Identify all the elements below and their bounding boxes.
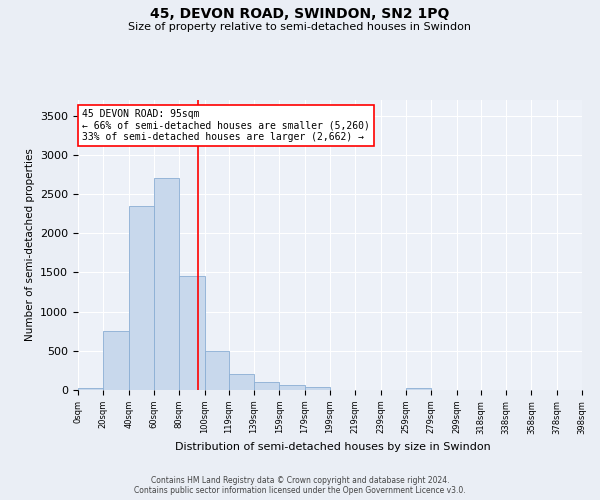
Bar xyxy=(254,382,280,390)
Y-axis label: Number of semi-detached properties: Number of semi-detached properties xyxy=(25,148,35,342)
Bar xyxy=(128,206,154,390)
Bar xyxy=(406,388,431,390)
Bar xyxy=(78,388,103,390)
Bar xyxy=(103,331,128,390)
Text: Contains HM Land Registry data © Crown copyright and database right 2024.
Contai: Contains HM Land Registry data © Crown c… xyxy=(134,476,466,495)
Text: Distribution of semi-detached houses by size in Swindon: Distribution of semi-detached houses by … xyxy=(175,442,491,452)
Text: Size of property relative to semi-detached houses in Swindon: Size of property relative to semi-detach… xyxy=(128,22,472,32)
Text: 45, DEVON ROAD, SWINDON, SN2 1PQ: 45, DEVON ROAD, SWINDON, SN2 1PQ xyxy=(151,8,449,22)
Bar xyxy=(305,387,330,390)
Bar xyxy=(154,178,179,390)
Text: 45 DEVON ROAD: 95sqm
← 66% of semi-detached houses are smaller (5,260)
33% of se: 45 DEVON ROAD: 95sqm ← 66% of semi-detac… xyxy=(82,108,370,142)
Bar xyxy=(179,276,205,390)
Bar xyxy=(280,386,305,390)
Bar xyxy=(229,374,254,390)
Bar xyxy=(205,351,229,390)
